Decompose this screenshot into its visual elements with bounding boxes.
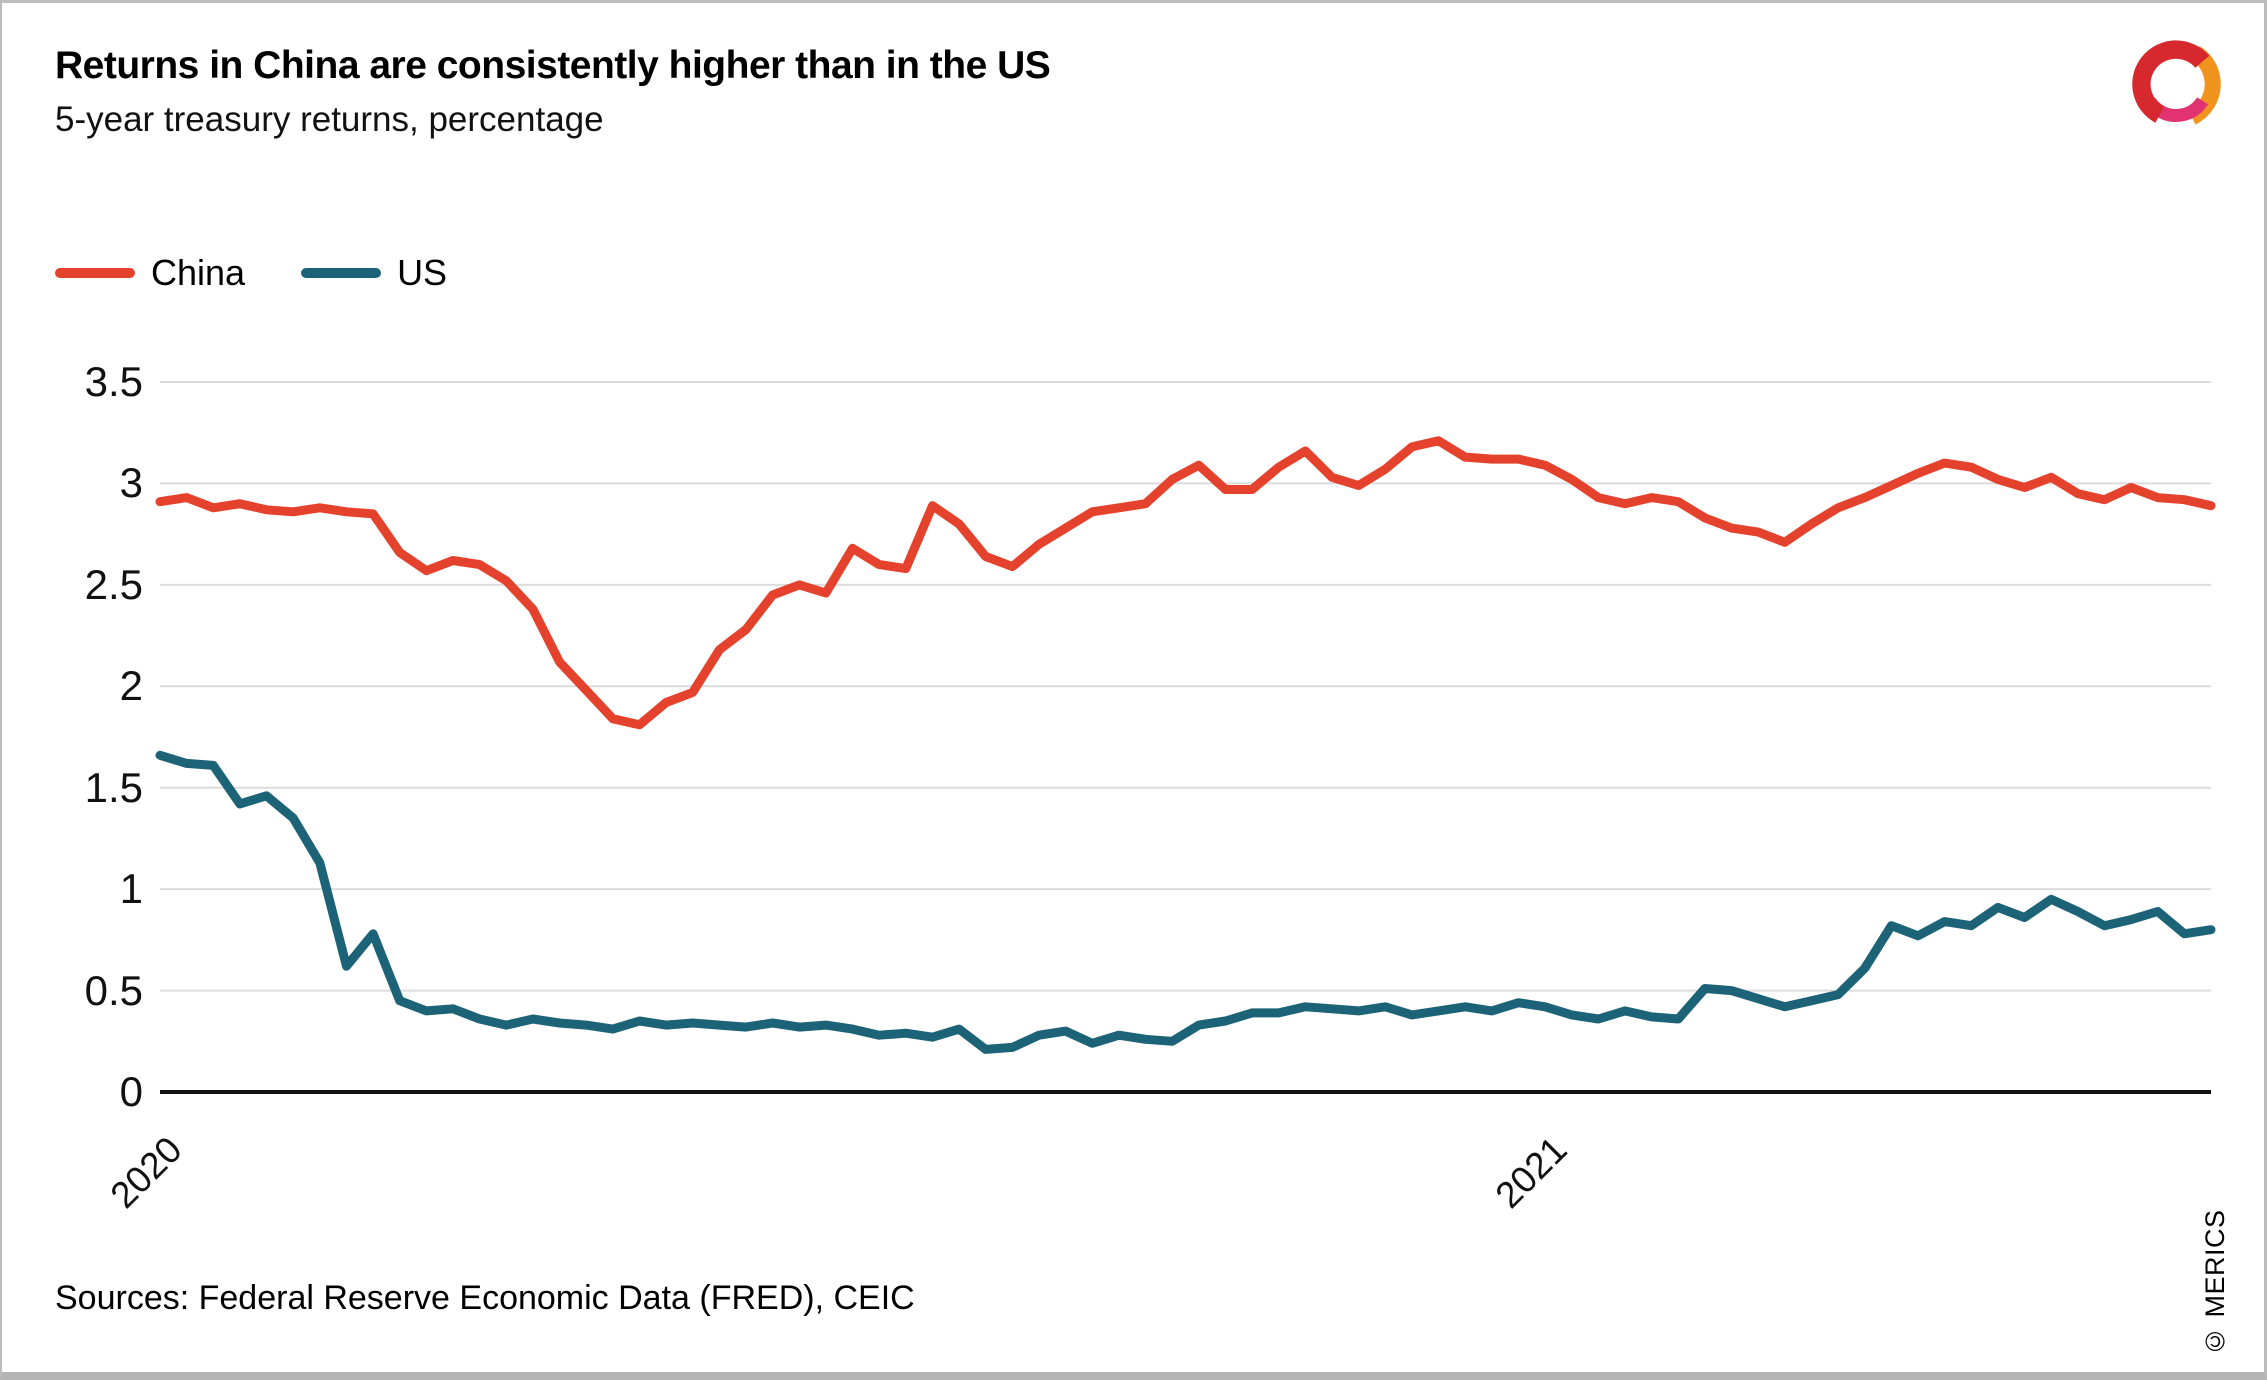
merics-logo: [2131, 39, 2221, 129]
us-line-swatch: [301, 268, 382, 278]
chart-title: Returns in China are consistently higher…: [55, 44, 1051, 87]
china-line-series: [155, 436, 2216, 730]
sources-note: Sources: Federal Reserve Economic Data (…: [55, 1279, 915, 1317]
y-tick-label-1: 1: [119, 865, 143, 913]
y-tick-label-3: 3: [119, 459, 143, 507]
us-line-series: [155, 750, 2216, 1054]
china-line-swatch: [55, 268, 135, 278]
y-tick-label-0: 0: [119, 1068, 143, 1115]
y-tick-label-0.5: 0.5: [84, 966, 143, 1014]
y-tick-label-2: 2: [119, 662, 143, 710]
legend-label-us: US: [397, 252, 448, 293]
legend-label-china: China: [151, 252, 246, 293]
legend-item-us: US: [301, 252, 447, 294]
chart-subtitle: 5-year treasury returns, percentage: [55, 100, 604, 139]
y-tick-label-1.5: 1.5: [84, 763, 143, 811]
y-tick-label-3.5: 3.5: [84, 358, 143, 405]
legend: China US: [55, 252, 447, 294]
y-tick-label-2.5: 2.5: [84, 560, 143, 608]
legend-item-china: China: [55, 252, 245, 294]
